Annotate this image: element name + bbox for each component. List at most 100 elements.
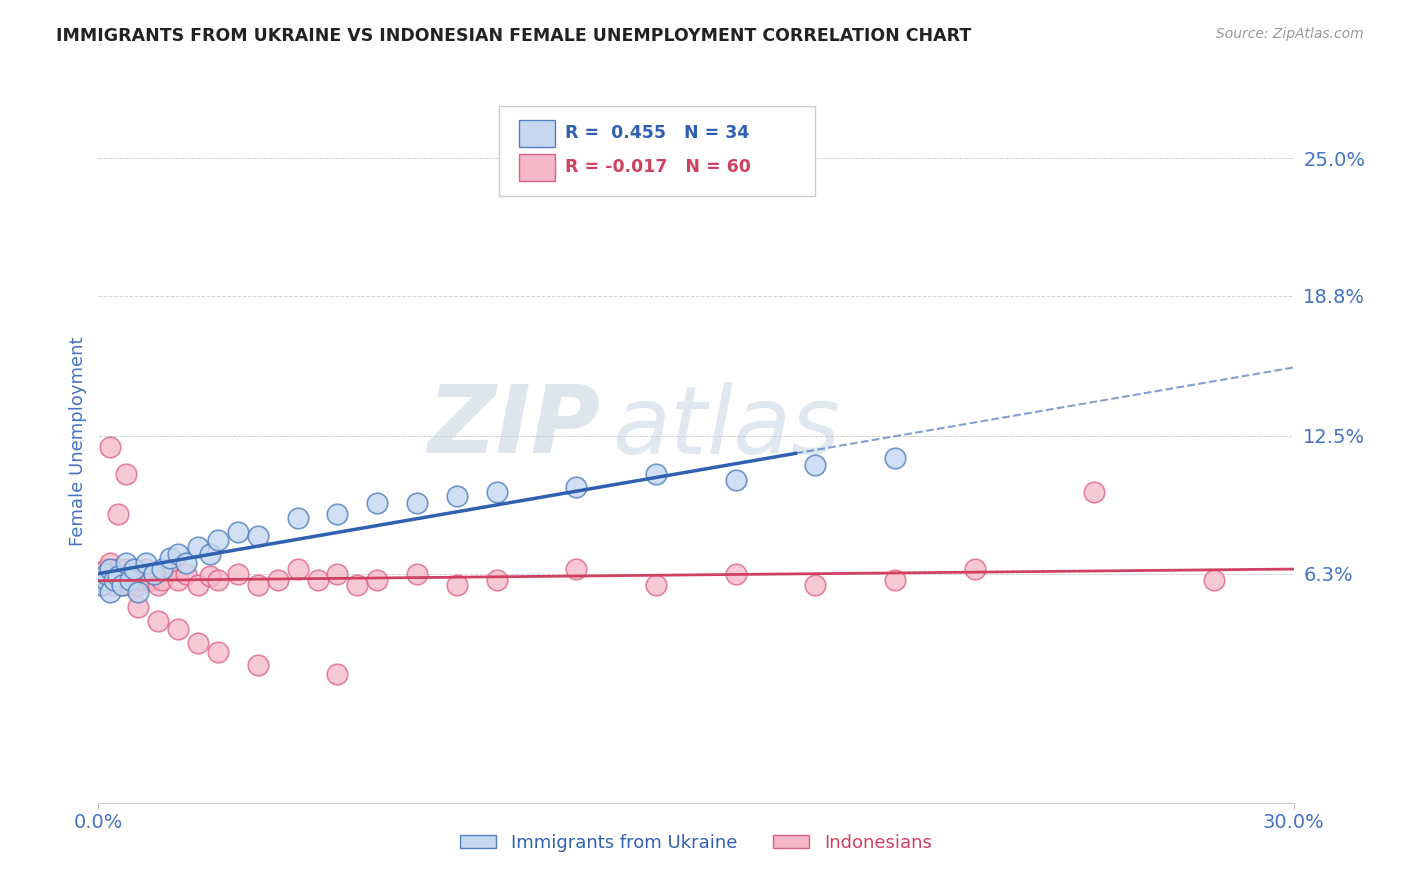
Point bbox=[98, 440, 122, 454]
Point bbox=[963, 562, 986, 576]
Point bbox=[98, 562, 122, 576]
Point bbox=[198, 569, 221, 583]
Bar bbox=[519, 120, 555, 147]
Legend: Immigrants from Ukraine, Indonesians: Immigrants from Ukraine, Indonesians bbox=[453, 826, 939, 859]
Point bbox=[884, 451, 907, 466]
Point bbox=[307, 574, 329, 588]
Point bbox=[111, 578, 134, 592]
Point bbox=[366, 496, 388, 510]
Point bbox=[148, 614, 170, 628]
Point bbox=[226, 566, 249, 581]
Point bbox=[127, 584, 149, 599]
Point bbox=[207, 574, 229, 588]
Point bbox=[127, 600, 149, 615]
Point bbox=[406, 496, 429, 510]
Point bbox=[804, 458, 827, 472]
Point bbox=[406, 566, 429, 581]
Point bbox=[159, 562, 181, 576]
Point bbox=[96, 574, 118, 588]
Point bbox=[96, 569, 118, 583]
Point bbox=[107, 569, 129, 583]
Point bbox=[111, 569, 134, 583]
Point bbox=[326, 566, 349, 581]
Point bbox=[804, 578, 827, 592]
Point bbox=[287, 562, 309, 576]
Point bbox=[724, 566, 747, 581]
Point bbox=[645, 578, 668, 592]
Y-axis label: Female Unemployment: Female Unemployment bbox=[69, 337, 87, 546]
Point bbox=[127, 566, 149, 581]
Point bbox=[246, 529, 269, 543]
Point bbox=[167, 547, 190, 561]
Point bbox=[103, 566, 125, 581]
Point bbox=[103, 578, 125, 592]
Point bbox=[107, 574, 129, 588]
Point bbox=[346, 578, 368, 592]
Point bbox=[98, 574, 122, 588]
Point bbox=[884, 574, 907, 588]
FancyBboxPatch shape bbox=[499, 105, 815, 196]
Point bbox=[107, 562, 129, 576]
Point bbox=[198, 547, 221, 561]
Text: ZIP: ZIP bbox=[427, 381, 600, 473]
Point bbox=[91, 578, 114, 592]
Point bbox=[96, 562, 118, 576]
Point bbox=[107, 507, 129, 521]
Point bbox=[226, 524, 249, 539]
Point bbox=[1083, 484, 1105, 499]
Point bbox=[98, 584, 122, 599]
Point bbox=[246, 578, 269, 592]
Point bbox=[565, 562, 588, 576]
Point bbox=[98, 556, 122, 570]
Point bbox=[326, 666, 349, 681]
Point bbox=[115, 562, 138, 576]
Point bbox=[96, 566, 118, 581]
Point bbox=[135, 556, 157, 570]
Text: R =  0.455   N = 34: R = 0.455 N = 34 bbox=[565, 124, 749, 142]
Point bbox=[148, 578, 170, 592]
Point bbox=[485, 574, 508, 588]
Point bbox=[565, 480, 588, 494]
Point bbox=[120, 578, 142, 592]
Point bbox=[724, 474, 747, 488]
Point bbox=[103, 574, 125, 588]
Text: Source: ZipAtlas.com: Source: ZipAtlas.com bbox=[1216, 27, 1364, 41]
Point bbox=[124, 562, 146, 576]
Point bbox=[131, 574, 153, 588]
Point bbox=[187, 540, 209, 554]
Point bbox=[111, 578, 134, 592]
Point bbox=[91, 574, 114, 588]
Point bbox=[187, 578, 209, 592]
Point bbox=[150, 574, 173, 588]
Point bbox=[167, 574, 190, 588]
Point bbox=[135, 562, 157, 576]
Point bbox=[485, 484, 508, 499]
Point bbox=[187, 636, 209, 650]
Point bbox=[127, 578, 149, 592]
Point bbox=[267, 574, 290, 588]
Point bbox=[645, 467, 668, 481]
Point bbox=[115, 467, 138, 481]
Point bbox=[120, 574, 142, 588]
Point bbox=[446, 578, 468, 592]
Point bbox=[326, 507, 349, 521]
Point bbox=[159, 551, 181, 566]
Point bbox=[174, 566, 197, 581]
Text: R = -0.017   N = 60: R = -0.017 N = 60 bbox=[565, 158, 751, 176]
Text: atlas: atlas bbox=[613, 382, 841, 473]
Point bbox=[124, 574, 146, 588]
Point bbox=[115, 574, 138, 588]
Point bbox=[120, 566, 142, 581]
Text: IMMIGRANTS FROM UKRAINE VS INDONESIAN FEMALE UNEMPLOYMENT CORRELATION CHART: IMMIGRANTS FROM UKRAINE VS INDONESIAN FE… bbox=[56, 27, 972, 45]
Point bbox=[174, 556, 197, 570]
Point bbox=[143, 566, 166, 581]
Point bbox=[139, 574, 162, 588]
Point bbox=[143, 566, 166, 581]
Point bbox=[246, 657, 269, 672]
Point bbox=[366, 574, 388, 588]
Point bbox=[91, 578, 114, 592]
Bar bbox=[519, 154, 555, 181]
Point bbox=[167, 623, 190, 637]
Point bbox=[287, 511, 309, 525]
Point bbox=[207, 533, 229, 548]
